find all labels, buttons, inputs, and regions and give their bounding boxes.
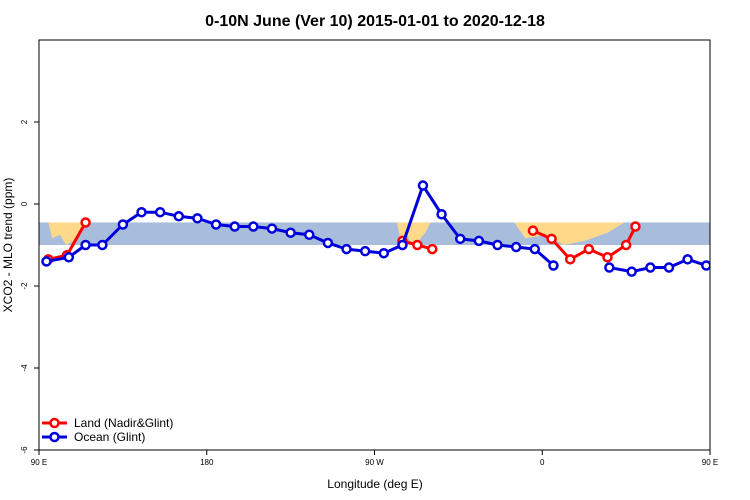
data-point (322, 237, 334, 249)
data-point (546, 233, 557, 245)
y-tick-label: -6 (20, 446, 29, 454)
data-point (701, 260, 710, 271)
data-point (527, 225, 539, 236)
legend-swatch-marker (49, 417, 60, 429)
data-point (492, 239, 503, 251)
series-1 (41, 180, 748, 277)
data-point (359, 245, 371, 257)
land-region (396, 222, 431, 245)
y-tick-label: -4 (20, 364, 29, 372)
land-region (48, 222, 88, 245)
y-tick-label: 2 (20, 119, 29, 124)
data-point (248, 221, 259, 232)
x-tick-label: 90 W (365, 458, 384, 467)
data-point (41, 256, 52, 267)
series-line (46, 184, 555, 267)
data-point (548, 260, 559, 271)
data-point (645, 262, 656, 273)
data-point (604, 262, 615, 273)
data-point (80, 239, 91, 251)
data-point (412, 239, 423, 251)
data-point (630, 221, 641, 232)
y-tick-label: -2 (20, 282, 29, 290)
chart-title: 0-10N June (Ver 10) 2015-01-01 to 2020-1… (205, 13, 545, 30)
data-point (378, 247, 390, 259)
land-region (734, 222, 750, 245)
data-point (266, 223, 278, 234)
data-point (473, 235, 485, 247)
legend-swatch-marker (49, 431, 60, 443)
x-tick-label: 180 (200, 458, 214, 467)
data-point (417, 180, 429, 191)
data-point (454, 233, 466, 245)
data-point (564, 254, 576, 265)
data-point (510, 241, 522, 253)
data-point (427, 243, 438, 255)
data-point (436, 209, 447, 220)
data-point (663, 262, 675, 273)
data-point (620, 239, 632, 251)
data-point (583, 243, 595, 255)
y-tick-label: 0 (20, 201, 29, 206)
data-point (192, 213, 203, 224)
legend: Land (Nadir&Glint)Ocean (Glint) (42, 416, 173, 444)
legend-label: Land (Nadir&Glint) (74, 416, 173, 430)
data-point (304, 229, 315, 240)
data-point (97, 239, 108, 251)
data-point (80, 217, 91, 228)
data-point (154, 206, 166, 218)
legend-label: Ocean (Glint) (74, 430, 145, 444)
data-point (397, 239, 408, 251)
x-tick-label: 90 E (31, 458, 47, 467)
land-region (514, 222, 625, 245)
data-point (285, 227, 296, 238)
x-tick-label: 90 E (702, 458, 718, 467)
data-point (229, 221, 240, 232)
data-point (63, 252, 75, 263)
data-point (173, 211, 185, 222)
y-axis-label: XCO2 - MLO trend (ppm) (1, 178, 15, 313)
data-point (136, 206, 147, 218)
data-point (602, 252, 613, 263)
data-point (721, 259, 729, 267)
x-tick-label: 0 (540, 458, 545, 467)
data-point (740, 255, 748, 263)
x-axis-label: Longitude (deg E) (327, 477, 422, 491)
data-point (210, 219, 222, 230)
data-point (626, 266, 637, 277)
data-point (529, 243, 541, 255)
data-point (682, 254, 693, 265)
data-point (117, 219, 129, 230)
data-point (341, 243, 352, 255)
